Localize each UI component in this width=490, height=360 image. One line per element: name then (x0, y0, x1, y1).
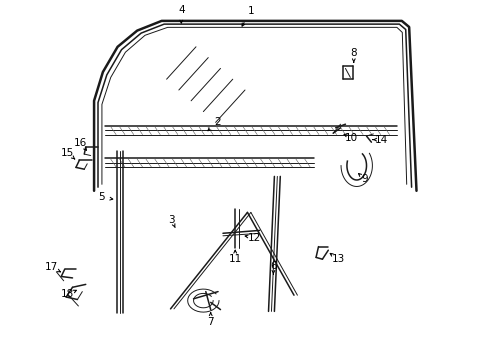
Text: 9: 9 (362, 174, 368, 184)
Text: 7: 7 (207, 317, 214, 327)
Text: 16: 16 (74, 138, 88, 148)
Text: 12: 12 (248, 233, 262, 243)
Text: 10: 10 (345, 132, 358, 143)
Text: 17: 17 (45, 262, 58, 272)
Text: 2: 2 (215, 117, 221, 127)
Text: 6: 6 (270, 261, 277, 271)
Text: 4: 4 (178, 5, 185, 15)
Text: 13: 13 (331, 254, 345, 264)
Text: 8: 8 (350, 48, 357, 58)
Text: 15: 15 (61, 148, 74, 158)
Text: 14: 14 (374, 135, 388, 145)
Text: 1: 1 (247, 6, 254, 16)
Text: 11: 11 (228, 254, 242, 264)
Text: 5: 5 (98, 192, 105, 202)
Text: 18: 18 (61, 289, 74, 300)
Text: 3: 3 (168, 215, 175, 225)
